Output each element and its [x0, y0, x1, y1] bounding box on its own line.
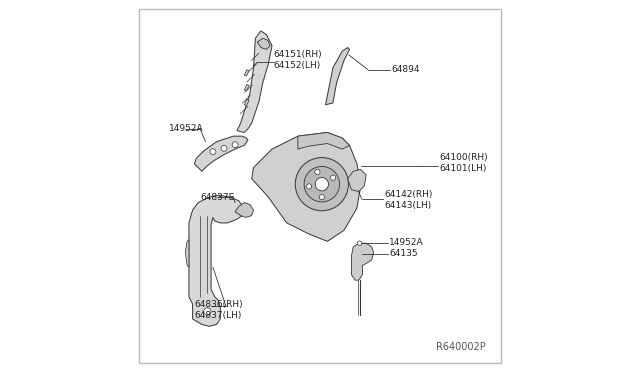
Circle shape [307, 184, 312, 189]
Polygon shape [348, 169, 366, 192]
Text: 64894: 64894 [391, 65, 420, 74]
Text: 64837E: 64837E [200, 193, 234, 202]
Polygon shape [244, 70, 249, 76]
Text: R640002P: R640002P [436, 342, 486, 352]
Circle shape [204, 308, 211, 315]
Text: 64135: 64135 [389, 249, 418, 258]
Polygon shape [244, 99, 249, 106]
Polygon shape [298, 132, 349, 149]
Polygon shape [237, 31, 272, 132]
Polygon shape [326, 48, 349, 105]
Text: 14952A: 14952A [168, 124, 204, 133]
Circle shape [221, 145, 227, 151]
Circle shape [330, 175, 335, 180]
Circle shape [295, 158, 348, 211]
Polygon shape [185, 240, 189, 267]
Polygon shape [195, 136, 248, 171]
Polygon shape [235, 203, 253, 217]
Circle shape [210, 149, 216, 155]
Text: 64100(RH)
64101(LH): 64100(RH) 64101(LH) [439, 153, 488, 173]
Text: 14952A: 14952A [389, 238, 424, 247]
Text: 64142(RH)
64143(LH): 64142(RH) 64143(LH) [384, 190, 432, 210]
Polygon shape [189, 195, 244, 326]
Circle shape [304, 166, 340, 202]
Circle shape [357, 241, 362, 246]
Circle shape [319, 195, 324, 200]
Circle shape [316, 177, 328, 191]
Polygon shape [252, 132, 360, 241]
Polygon shape [351, 243, 374, 280]
Circle shape [315, 169, 320, 174]
Polygon shape [257, 38, 270, 49]
Polygon shape [244, 84, 249, 91]
Text: 64151(RH)
64152(LH): 64151(RH) 64152(LH) [274, 50, 323, 70]
Circle shape [232, 142, 238, 148]
Text: 64836(RH)
64837(LH): 64836(RH) 64837(LH) [195, 299, 243, 320]
